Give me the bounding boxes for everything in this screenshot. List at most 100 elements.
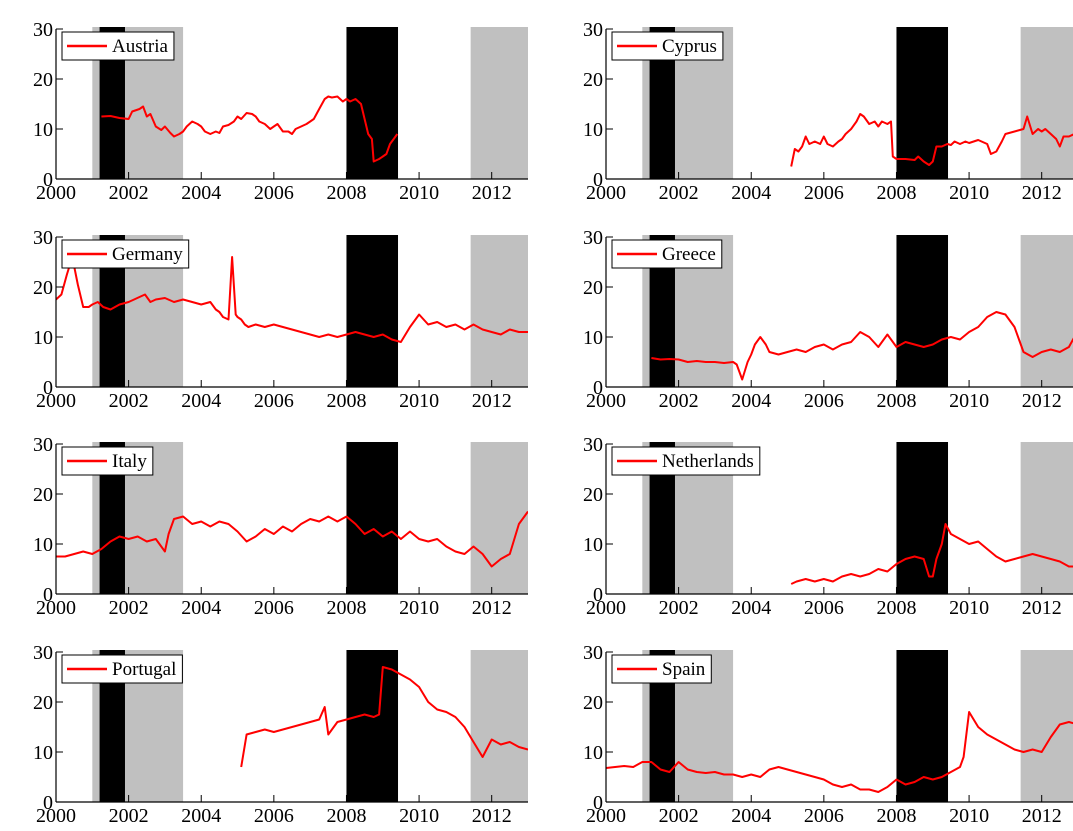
- slowdown-band: [1020, 442, 1073, 594]
- x-tick-label: 2000: [36, 597, 76, 619]
- legend: Portugal: [61, 654, 183, 684]
- x-tick-label: 2012: [472, 182, 512, 204]
- x-tick-label: 2004: [181, 390, 221, 412]
- y-tick-label: 30: [33, 227, 53, 249]
- y-tick-label: 10: [33, 534, 53, 556]
- series-line-cyprus: [790, 113, 1073, 167]
- panel-6: 0 10 20 30 2000 2002 2004 2006 2008 2010 2012 Nethe…: [583, 434, 1073, 619]
- y-tick-label: 10: [33, 327, 53, 349]
- x-tick-label: 2008: [326, 597, 366, 619]
- recession-band: [346, 235, 399, 387]
- x-tick-label: 2006: [804, 182, 844, 204]
- legend-label: Spain: [662, 659, 706, 680]
- x-tick-label: 2000: [586, 805, 626, 827]
- x-tick-label: 2008: [876, 182, 916, 204]
- x-tick-label: 2002: [109, 182, 149, 204]
- x-tick-label: 2002: [109, 805, 149, 827]
- y-tick-label: 0: [43, 792, 53, 814]
- series-line-portugal: [240, 666, 528, 768]
- x-tick-label: 2012: [1022, 182, 1062, 204]
- y-tick-label: 30: [33, 434, 53, 456]
- y-tick-label: 20: [583, 692, 603, 714]
- x-tick-label: 2008: [326, 390, 366, 412]
- legend-box: [61, 654, 183, 684]
- legend: Cyprus: [611, 31, 724, 61]
- slowdown-band: [1020, 235, 1073, 387]
- y-tick-label: 20: [33, 484, 53, 506]
- legend: Greece: [611, 239, 723, 269]
- y-tick-label: 20: [33, 277, 53, 299]
- x-tick-label: 2004: [181, 182, 221, 204]
- y-tick-label: 30: [583, 642, 603, 664]
- x-tick-label: 2000: [36, 182, 76, 204]
- series-line-greece: [651, 311, 1073, 381]
- legend: Spain: [611, 654, 712, 684]
- x-tick-label: 2006: [254, 597, 294, 619]
- y-tick-label: 20: [583, 69, 603, 91]
- slowdown-band: [1020, 650, 1073, 802]
- recession-band: [896, 27, 949, 179]
- x-tick-label: 2004: [731, 182, 771, 204]
- y-tick-label: 30: [33, 642, 53, 664]
- panel-4: 0 10 20 30 2000 2002 2004 2006 2008 2010 2012 Greec…: [583, 227, 1073, 412]
- x-tick-label: 2010: [399, 182, 439, 204]
- x-tick-label: 2012: [1022, 597, 1062, 619]
- series-line-germany: [56, 256, 528, 343]
- x-tick-label: 2012: [1022, 390, 1062, 412]
- panel-1: 0 10 20 30 2000 2002 2004 2006 2008 2010 2012 Austr…: [33, 19, 528, 204]
- y-tick-label: 20: [33, 692, 53, 714]
- legend-label: Italy: [112, 451, 147, 472]
- x-tick-label: 2010: [399, 390, 439, 412]
- y-tick-label: 10: [583, 534, 603, 556]
- x-tick-label: 2002: [109, 390, 149, 412]
- legend-label: Portugal: [112, 659, 176, 680]
- x-tick-label: 2010: [399, 805, 439, 827]
- series-line-austria: [101, 95, 399, 163]
- legend-label: Netherlands: [662, 451, 754, 472]
- y-tick-label: 10: [583, 742, 603, 764]
- x-tick-label: 2012: [472, 390, 512, 412]
- x-tick-label: 2004: [181, 805, 221, 827]
- x-tick-label: 2008: [326, 182, 366, 204]
- y-tick-label: 0: [43, 584, 53, 606]
- y-tick-label: 20: [33, 69, 53, 91]
- y-tick-label: 0: [593, 792, 603, 814]
- panel-2: 0 10 20 30 2000 2002 2004 2006 2008 2010 2012 Cypru…: [583, 19, 1073, 204]
- slowdown-band: [470, 650, 528, 802]
- recession-band: [346, 442, 399, 594]
- y-tick-label: 30: [583, 227, 603, 249]
- x-tick-label: 2000: [586, 597, 626, 619]
- x-tick-label: 2004: [181, 597, 221, 619]
- recession-band: [346, 27, 399, 179]
- x-tick-label: 2004: [731, 597, 771, 619]
- recession-band: [346, 650, 399, 802]
- y-tick-label: 10: [583, 327, 603, 349]
- x-tick-label: 2010: [949, 597, 989, 619]
- x-tick-label: 2002: [659, 805, 699, 827]
- slowdown-band: [470, 235, 528, 387]
- x-tick-label: 2000: [586, 390, 626, 412]
- recession-band: [896, 650, 949, 802]
- legend-label: Austria: [112, 36, 169, 57]
- x-tick-label: 2012: [472, 597, 512, 619]
- x-tick-label: 2006: [254, 182, 294, 204]
- y-tick-label: 0: [593, 169, 603, 191]
- x-tick-label: 2002: [659, 597, 699, 619]
- x-tick-label: 2000: [586, 182, 626, 204]
- slowdown-band: [470, 442, 528, 594]
- y-tick-label: 0: [43, 377, 53, 399]
- x-tick-label: 2008: [876, 597, 916, 619]
- x-tick-label: 2006: [804, 597, 844, 619]
- x-tick-label: 2000: [36, 805, 76, 827]
- panel-5: 0 10 20 30 2000 2002 2004 2006 2008 2010 2012 Italy: [33, 434, 528, 619]
- x-tick-label: 2002: [659, 182, 699, 204]
- y-tick-label: 10: [33, 119, 53, 141]
- y-tick-label: 10: [583, 119, 603, 141]
- x-tick-label: 2002: [659, 390, 699, 412]
- legend: Austria: [61, 31, 175, 61]
- x-tick-label: 2010: [399, 597, 439, 619]
- x-tick-label: 2010: [949, 182, 989, 204]
- y-tick-label: 0: [593, 377, 603, 399]
- x-tick-label: 2008: [876, 805, 916, 827]
